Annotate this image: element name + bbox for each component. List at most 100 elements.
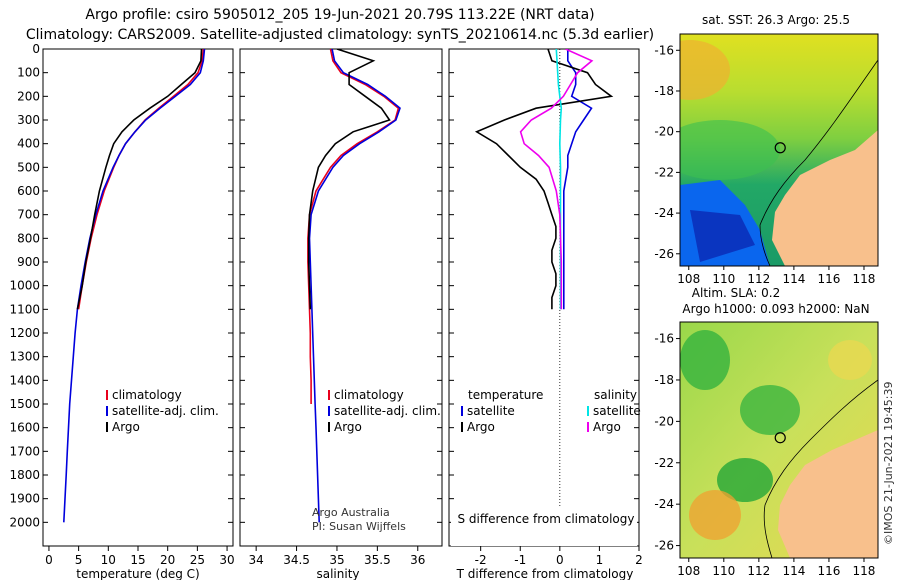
x-tick-label: 10 bbox=[101, 553, 116, 567]
y-tick-label: 400 bbox=[17, 137, 40, 151]
map-x-tick-label: 110 bbox=[712, 564, 735, 578]
y-tick-label: 2000 bbox=[9, 515, 40, 529]
legend-label-satellite: satellite-adj. clim. bbox=[334, 404, 441, 418]
sla-low-patch bbox=[680, 330, 730, 390]
temperature-x-axis: 0 5 10 15 20 25 30 bbox=[45, 546, 235, 567]
map-y-tick-label: -24 bbox=[654, 497, 674, 511]
map-x-tick-label: 108 bbox=[677, 564, 700, 578]
sla-high-patch bbox=[689, 490, 741, 540]
legend-label-climatology: climatology bbox=[334, 388, 404, 402]
map-x-tick-label: 110 bbox=[712, 272, 735, 286]
x-tick-label: 30 bbox=[219, 553, 234, 567]
y-tick-label: 300 bbox=[17, 113, 40, 127]
x-tick-label: 1 bbox=[596, 553, 604, 567]
y-tick-label: 1500 bbox=[9, 397, 40, 411]
temperature-legend: climatology satellite-adj. clim. Argo bbox=[106, 388, 219, 434]
sla-map-title-line1: Altim. SLA: 0.2 bbox=[692, 286, 780, 300]
argo-location-marker bbox=[774, 432, 786, 444]
temperature-panel: 0100200300400500600700800900100011001200… bbox=[9, 42, 639, 580]
legend-label-s-satellite: satellite bbox=[593, 404, 641, 418]
legend-title-temperature: temperature bbox=[468, 388, 543, 402]
sst-warm-patch bbox=[680, 40, 730, 100]
x-tick-label: 15 bbox=[130, 553, 145, 567]
legend-title-salinity: salinity bbox=[594, 388, 637, 402]
sla-map-axes: 108 110 112 114 116 118 -16 -18 -20 -22 -24 -26 bbox=[654, 332, 875, 578]
y-tick-label: 200 bbox=[17, 89, 40, 103]
argo-location-marker bbox=[774, 142, 786, 154]
map-y-tick-label: -24 bbox=[654, 206, 674, 220]
series-line-s-argo bbox=[519, 49, 594, 310]
legend-label-s-argo: Argo bbox=[593, 420, 621, 434]
series-line-argo bbox=[307, 49, 391, 310]
sst-map-title: sat. SST: 26.3 Argo: 25.5 bbox=[702, 13, 850, 27]
difference-lines bbox=[474, 49, 614, 310]
sla-low-patch bbox=[740, 385, 800, 435]
sla-map-title-line2: Argo h1000: 0.093 h2000: NaN bbox=[682, 302, 869, 316]
x-tick-label: 2 bbox=[635, 553, 643, 567]
map-x-tick-label: 108 bbox=[677, 272, 700, 286]
y-tick-label: 1600 bbox=[9, 421, 40, 435]
sst-mid-patch bbox=[680, 120, 780, 180]
legend-label-satellite: satellite-adj. clim. bbox=[112, 404, 219, 418]
x-tick-label: 25 bbox=[190, 553, 205, 567]
map-y-tick-label: -20 bbox=[654, 414, 674, 428]
map-y-tick-label: -22 bbox=[654, 165, 674, 179]
series-line-climatology bbox=[307, 49, 400, 404]
x-tick-label: -1 bbox=[514, 553, 526, 567]
sla-map-panel: Altim. SLA: 0.2 Argo h1000: 0.093 h2000:… bbox=[654, 286, 879, 578]
figure-title-line2: Climatology: CARS2009. Satellite-adjuste… bbox=[26, 27, 654, 43]
salinity-legend: climatology satellite-adj. clim. Argo bbox=[328, 388, 441, 434]
x-tick-label: -2 bbox=[475, 553, 487, 567]
imos-credit: ©IMOS 21-Jun-2021 19:45:39 bbox=[882, 381, 895, 545]
map-y-tick-label: -22 bbox=[654, 456, 674, 470]
y-tick-label: 1000 bbox=[9, 279, 40, 293]
difference-legend: temperature salinity satellite Argo sate… bbox=[461, 388, 641, 434]
sst-map-frame bbox=[679, 33, 879, 267]
temperature-xlabel: temperature (deg C) bbox=[76, 567, 199, 580]
map-x-tick-label: 112 bbox=[747, 272, 770, 286]
x-tick-label: 20 bbox=[160, 553, 175, 567]
y-tick-label: 1200 bbox=[9, 326, 40, 340]
temperature-axes-frame bbox=[42, 48, 234, 547]
y-tick-label: 1400 bbox=[9, 373, 40, 387]
map-x-tick-label: 116 bbox=[817, 564, 840, 578]
salinity-lines bbox=[307, 49, 401, 523]
x-tick-label: 5 bbox=[75, 553, 83, 567]
sst-coldest-patch bbox=[690, 210, 755, 262]
credit-pi: PI: Susan Wijffels bbox=[312, 520, 406, 533]
salinity-axes-frame bbox=[239, 48, 443, 547]
y-tick-label: 100 bbox=[17, 66, 40, 80]
series-line-satellite-adj-clim- bbox=[308, 49, 401, 523]
t-difference-xlabel: T difference from climatology bbox=[456, 567, 634, 580]
map-x-tick-label: 118 bbox=[853, 272, 876, 286]
x-tick-label: 36 bbox=[410, 553, 425, 567]
x-tick-label: 0 bbox=[45, 553, 53, 567]
map-x-tick-label: 114 bbox=[782, 272, 805, 286]
y-tick-label: 500 bbox=[17, 160, 40, 174]
map-x-tick-label: 118 bbox=[853, 564, 876, 578]
s-difference-label: S difference from climatology bbox=[458, 512, 635, 526]
x-tick-label: 35.5 bbox=[364, 553, 391, 567]
map-y-tick-label: -20 bbox=[654, 125, 674, 139]
legend-label-t-satellite: satellite bbox=[467, 404, 515, 418]
map-y-tick-label: -18 bbox=[654, 84, 674, 98]
y-tick-label: 700 bbox=[17, 208, 40, 222]
series-line-t-argo bbox=[474, 49, 614, 310]
figure-title-line1: Argo profile: csiro 5905012_205 19-Jun-2… bbox=[85, 7, 594, 23]
legend-label-argo: Argo bbox=[112, 420, 140, 434]
y-tick-label: 1700 bbox=[9, 444, 40, 458]
shelf-contour bbox=[763, 379, 878, 558]
salinity-panel: 34 34.5 35 35.5 36 salinity climatology sate… bbox=[239, 48, 443, 580]
y-tick-label: 1900 bbox=[9, 492, 40, 506]
x-tick-label: 0 bbox=[556, 553, 564, 567]
map-y-tick-label: -26 bbox=[654, 539, 674, 553]
legend-label-climatology: climatology bbox=[112, 388, 182, 402]
t-difference-x-axis: -2 -1 0 1 2 bbox=[475, 546, 643, 567]
salinity-xlabel: salinity bbox=[316, 567, 359, 580]
y-tick-label: 900 bbox=[17, 255, 40, 269]
y-tick-label: 1100 bbox=[9, 302, 40, 316]
y-tick-label: 600 bbox=[17, 184, 40, 198]
legend-label-t-argo: Argo bbox=[467, 420, 495, 434]
